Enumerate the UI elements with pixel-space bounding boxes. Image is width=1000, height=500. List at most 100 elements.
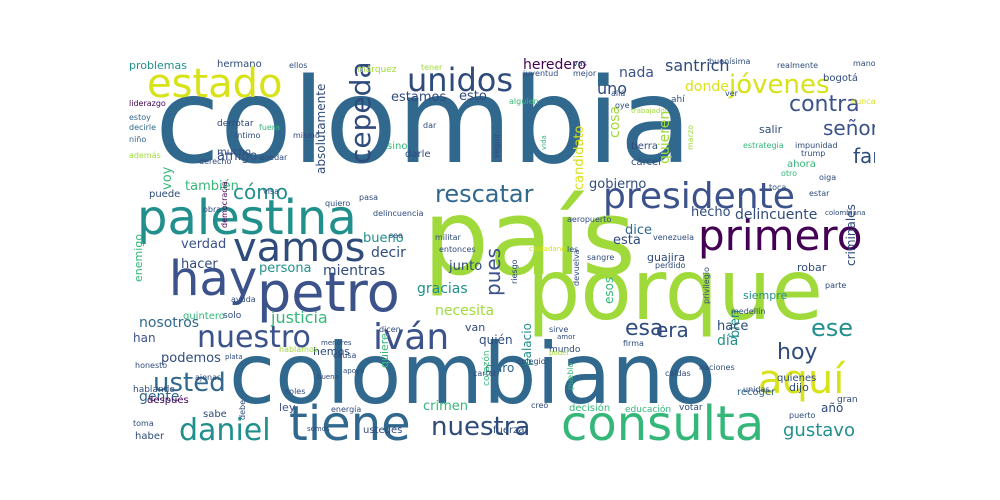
word: mientras bbox=[323, 263, 386, 279]
word: buena bbox=[317, 373, 339, 381]
word: después bbox=[147, 395, 189, 406]
word: señor bbox=[823, 116, 875, 140]
word: ustedes bbox=[363, 425, 403, 436]
word: derecho bbox=[199, 157, 232, 166]
word: militar bbox=[435, 233, 461, 242]
word: ver bbox=[725, 89, 738, 98]
word: seguir bbox=[492, 133, 501, 158]
word: esta bbox=[613, 233, 641, 248]
word: estrategia bbox=[743, 141, 784, 150]
word: mejor bbox=[573, 69, 597, 78]
word: crimen bbox=[423, 399, 469, 414]
word: heredero bbox=[523, 57, 587, 73]
word: apoyo bbox=[343, 367, 365, 375]
word: firma bbox=[623, 339, 644, 348]
word: mano bbox=[853, 59, 875, 68]
word: quiero bbox=[325, 199, 351, 208]
word: año bbox=[821, 401, 844, 415]
word: allá bbox=[611, 89, 626, 98]
word: justicia bbox=[271, 308, 328, 327]
word: cómo bbox=[233, 180, 288, 204]
word: hermano bbox=[217, 59, 262, 70]
word: hablamos bbox=[279, 345, 319, 354]
word: impunidad bbox=[795, 141, 838, 150]
word: unidas bbox=[743, 385, 770, 394]
word: liderazgo bbox=[129, 99, 166, 108]
word: gracias bbox=[417, 281, 468, 297]
word: buenísima bbox=[709, 57, 751, 66]
word: darle bbox=[405, 149, 431, 160]
word: nosotros bbox=[139, 315, 200, 331]
word: otro bbox=[781, 169, 798, 178]
word: cosa bbox=[607, 105, 623, 138]
word: haber bbox=[135, 431, 165, 442]
word: jóvenes bbox=[729, 70, 830, 100]
word: esa bbox=[625, 316, 664, 341]
word: tener bbox=[421, 63, 443, 72]
word: ley bbox=[279, 401, 296, 414]
word: junto bbox=[449, 259, 483, 274]
word: pues bbox=[481, 247, 505, 296]
word: quintero bbox=[183, 311, 225, 322]
word: sino bbox=[387, 141, 408, 152]
word: candidato bbox=[572, 125, 587, 191]
word: primero bbox=[698, 211, 863, 260]
word: honesto bbox=[135, 361, 168, 370]
word: bueno bbox=[363, 231, 404, 246]
word: parte bbox=[825, 281, 847, 290]
word: ajenas bbox=[195, 373, 222, 382]
word: verdad bbox=[181, 237, 227, 252]
word: niño bbox=[129, 135, 147, 144]
word: solo bbox=[223, 311, 242, 321]
word: recoger bbox=[737, 387, 776, 398]
word: nuestra bbox=[431, 412, 531, 442]
word: corazón bbox=[482, 350, 492, 386]
word: democracia bbox=[220, 181, 229, 228]
word: cartel bbox=[473, 369, 496, 378]
word: trump bbox=[801, 149, 826, 158]
word: juventud bbox=[523, 69, 559, 78]
word: sirve bbox=[549, 325, 569, 334]
word: iván bbox=[373, 317, 450, 358]
word: sea bbox=[389, 231, 403, 240]
word: mismo bbox=[293, 131, 320, 140]
word: persona bbox=[259, 261, 312, 276]
word: vas bbox=[573, 59, 587, 68]
word: hace bbox=[717, 319, 749, 334]
word: hablando bbox=[133, 385, 175, 395]
word: somos bbox=[307, 425, 330, 433]
word: vida bbox=[540, 135, 548, 150]
word: problemas bbox=[129, 59, 187, 72]
word: les bbox=[567, 245, 579, 254]
word: educación bbox=[625, 405, 672, 415]
word: dicen bbox=[379, 325, 401, 334]
word: claro bbox=[485, 361, 515, 375]
word: naciones bbox=[699, 363, 735, 372]
word: colombia bbox=[155, 52, 692, 190]
word: entonces bbox=[439, 245, 476, 254]
word: salir bbox=[759, 123, 783, 136]
word: tenemos bbox=[870, 283, 875, 414]
word: contra bbox=[789, 92, 860, 117]
word: robar bbox=[797, 261, 827, 274]
word: gente bbox=[139, 389, 180, 405]
word: necesita bbox=[435, 303, 495, 319]
word: marzo bbox=[686, 124, 695, 150]
word: pasa bbox=[359, 193, 379, 202]
word: nuestro bbox=[197, 320, 311, 355]
word: alguien bbox=[509, 97, 539, 106]
word: dice bbox=[625, 223, 653, 238]
word: ciudadano bbox=[529, 245, 566, 253]
word: estar bbox=[809, 189, 830, 198]
word: toca bbox=[769, 183, 787, 192]
word: plata bbox=[225, 353, 243, 361]
word: visa bbox=[263, 187, 280, 196]
word: puerto bbox=[789, 411, 816, 420]
word: debe bbox=[238, 400, 247, 420]
word: ellos bbox=[289, 61, 308, 70]
word: farc bbox=[853, 144, 875, 168]
word: venezuela bbox=[653, 233, 694, 242]
word: delincuente bbox=[735, 207, 818, 223]
word: también bbox=[185, 179, 239, 194]
word: guajira bbox=[647, 251, 686, 264]
